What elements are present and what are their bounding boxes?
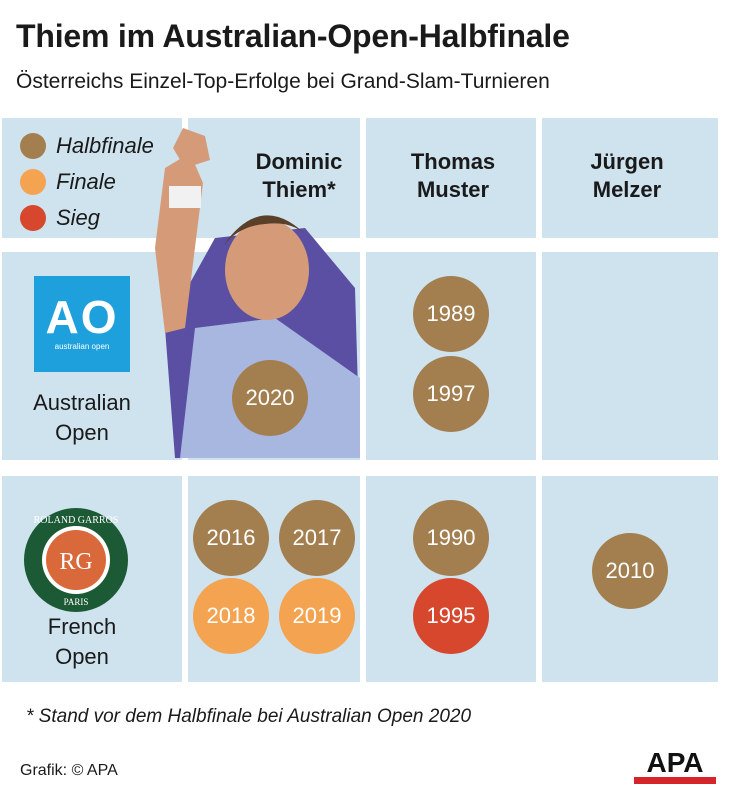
rg-top-text: ROLAND GARROS (34, 515, 119, 526)
cell-ao-melzer (542, 252, 718, 460)
result-circle-1995: 1995 (413, 578, 489, 654)
player-header-thiem: Dominic Thiem* (255, 149, 343, 202)
rg-monogram: RG (59, 549, 92, 575)
legend-label: Halbfinale (56, 133, 154, 158)
legend-label: Sieg (56, 205, 101, 230)
legend-swatch (20, 169, 46, 195)
player-header-melzer: Jürgen Melzer (590, 149, 664, 202)
ao-logo-subtext: australian open (54, 342, 110, 351)
result-circle-2018: 2018 (193, 578, 269, 654)
rg-bottom-text: PARIS (64, 597, 89, 607)
result-circle-2019: 2019 (279, 578, 355, 654)
chart-title: Thiem im Australian-Open-Halbfinale (16, 18, 570, 54)
australian-open-logo: AO australian open (34, 276, 130, 372)
header-cell-melzer (542, 118, 718, 238)
legend-swatch (20, 205, 46, 231)
legend-swatch (20, 133, 46, 159)
row-label-french-open: French Open (47, 614, 117, 669)
legend-item-sieg: Sieg (20, 203, 100, 233)
legend-item-halbfinale: Halbfinale (20, 131, 154, 161)
ao-logo-text: AO (45, 291, 119, 343)
result-circle-2016: 2016 (193, 500, 269, 576)
result-circle-2010: 2010 (592, 533, 668, 609)
chart-subtitle: Österreichs Einzel-Top-Erfolge bei Grand… (16, 70, 550, 93)
row-label-australian-open: Australian Open (33, 390, 131, 445)
credit: Grafik: © APA (20, 762, 118, 779)
result-circle-1997: 1997 (413, 356, 489, 432)
result-circle-2020: 2020 (232, 360, 308, 436)
header-cell-muster (366, 118, 536, 238)
roland-garros-logo: RG ROLAND GARROS PARIS (24, 508, 128, 612)
result-circle-2017: 2017 (279, 500, 355, 576)
result-circle-1990: 1990 (413, 500, 489, 576)
result-circle-1989: 1989 (413, 276, 489, 352)
apa-logo-text: APA (646, 747, 703, 778)
legend-item-finale: Finale (20, 167, 116, 197)
player-header-muster: Thomas Muster (410, 149, 496, 202)
legend-label: Finale (56, 169, 116, 194)
footnote: * Stand vor dem Halbfinale bei Australia… (26, 706, 472, 727)
apa-logo: APA (634, 747, 716, 784)
